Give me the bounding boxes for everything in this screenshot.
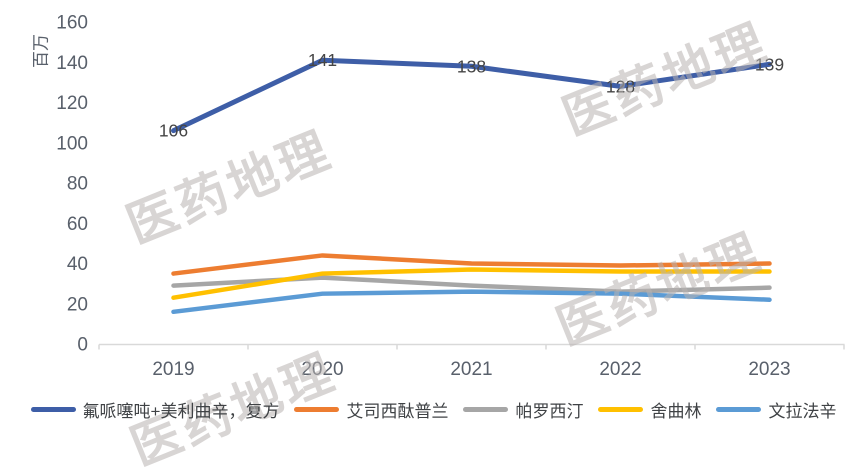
y-tick-label-120: 120 — [56, 93, 88, 114]
data-label-2020: 141 — [308, 50, 337, 70]
legend-label: 帕罗西汀 — [515, 401, 584, 421]
x-tick-label-2023: 2023 — [748, 359, 790, 380]
data-label-2019: 106 — [159, 121, 188, 141]
legend-item-3: 舍曲林 — [598, 397, 701, 422]
series-line-0 — [171, 57, 772, 134]
data-label-2021: 138 — [457, 56, 486, 76]
series-line-3 — [171, 267, 772, 300]
x-tick-label-2019: 2019 — [152, 359, 194, 380]
legend-swatch-icon — [30, 406, 76, 412]
y-axis-title: 百万 — [31, 34, 51, 68]
x-tick-label-2021: 2021 — [450, 359, 492, 380]
chart-legend: 氟哌噻吨+美利曲辛，复方 艾司西酞普兰 帕罗西汀 舍曲林 文拉法辛 — [0, 396, 867, 422]
legend-label: 氟哌噻吨+美利曲辛，复方 — [82, 401, 280, 421]
y-tick-label-100: 100 — [56, 133, 88, 154]
x-tick-label-2020: 2020 — [301, 359, 343, 380]
series-line-4 — [171, 289, 772, 315]
series-line-1 — [171, 253, 772, 276]
legend-label: 艾司西酞普兰 — [346, 401, 449, 421]
legend-swatch-icon — [716, 406, 762, 412]
legend-swatch-icon — [463, 406, 509, 412]
legend-swatch-icon — [598, 406, 644, 412]
data-label-2023: 139 — [755, 54, 784, 74]
legend-label: 舍曲林 — [650, 401, 702, 421]
legend-item-4: 文拉法辛 — [716, 397, 836, 422]
y-tick-label-140: 140 — [56, 53, 88, 74]
y-tick-label-160: 160 — [56, 13, 88, 34]
y-tick-label-0: 0 — [77, 335, 88, 356]
legend-item-2: 帕罗西汀 — [463, 397, 583, 422]
legend-label: 文拉法辛 — [768, 401, 837, 421]
y-tick-label-80: 80 — [67, 174, 88, 195]
y-tick-label-60: 60 — [67, 214, 88, 235]
y-tick-label-20: 20 — [67, 294, 88, 315]
legend-item-0: 氟哌噻吨+美利曲辛，复方 — [30, 397, 280, 422]
legend-swatch-icon — [294, 406, 340, 412]
y-tick-label-40: 40 — [67, 254, 88, 275]
legend-item-1: 艾司西酞普兰 — [294, 397, 448, 422]
data-label-2022: 128 — [606, 76, 635, 96]
x-tick-label-2022: 2022 — [599, 359, 641, 380]
